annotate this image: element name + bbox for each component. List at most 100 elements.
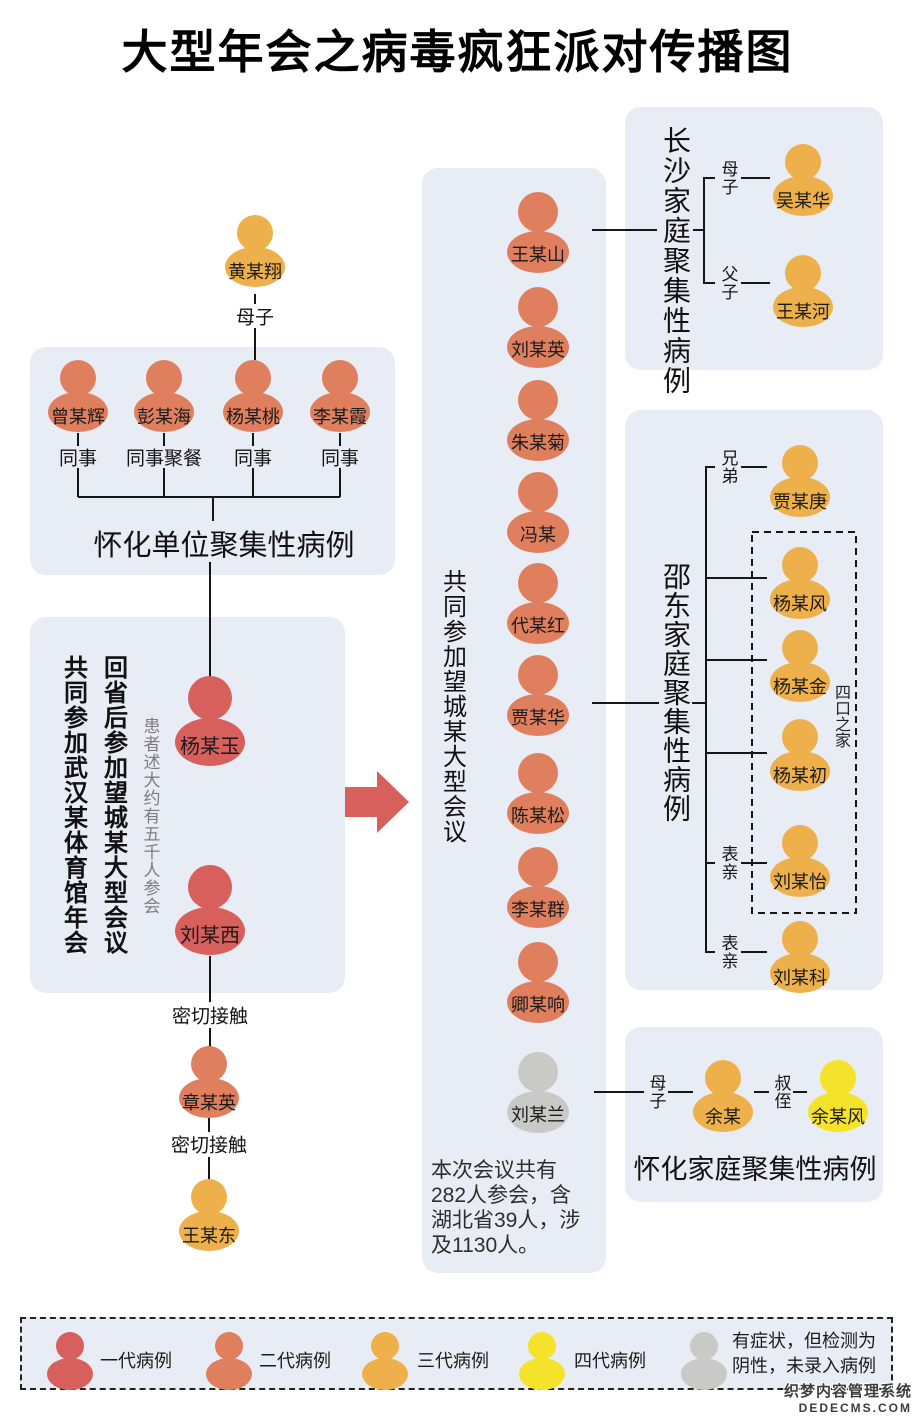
person-torso-icon: [179, 1211, 239, 1251]
person-node: 冯某: [507, 472, 569, 553]
person-head-icon: [60, 360, 96, 396]
person-head-icon: [785, 255, 821, 291]
relation-label: 密切接触: [170, 1135, 248, 1157]
person-torso-icon: [310, 392, 370, 432]
person-head-icon: [518, 563, 558, 603]
page-title: 大型年会之病毒疯狂派对传播图: [121, 26, 794, 78]
relation-label: 密切接触: [171, 1006, 249, 1028]
person-name: 余某风: [811, 1107, 865, 1127]
person-torso-icon: [362, 1358, 408, 1390]
person-torso-icon: [507, 981, 569, 1023]
meeting-attendance-note: 本次会议共有282人参会，含湖北省39人，涉及1130人。: [431, 1159, 581, 1257]
person-head-icon: [785, 144, 821, 180]
person-name: 刘某西: [180, 925, 240, 947]
relation-label: 兄弟: [718, 449, 738, 485]
person-name: 朱某菊: [511, 433, 565, 453]
person-node: 刘某怡: [770, 825, 830, 897]
person-node: 黄某翔: [225, 215, 285, 287]
legend-label-gen1: 一代病例: [100, 1351, 172, 1371]
person-name: 冯某: [520, 525, 556, 545]
person-head-icon: [782, 719, 818, 755]
person-torso-icon: [134, 392, 194, 432]
person-head-icon: [146, 360, 182, 396]
person-name: 刘某怡: [773, 872, 827, 892]
person-node: 王某河: [773, 255, 833, 327]
person-torso-icon: [507, 694, 569, 736]
person-torso-icon: [773, 287, 833, 327]
person-node: 王某山: [507, 192, 569, 273]
person-head-icon: [191, 1179, 227, 1215]
person-node: 代某红: [507, 563, 569, 644]
person-node: 曾某辉: [48, 360, 108, 432]
person-node: 刘某科: [770, 921, 830, 993]
watermark-domain: DEDECMS.COM: [798, 1401, 912, 1415]
person-head-icon: [528, 1332, 556, 1360]
person-node: 李某霞: [310, 360, 370, 432]
person-node: 刘某西: [175, 865, 245, 955]
person-name: 彭某海: [137, 407, 191, 427]
person-torso-icon: [48, 392, 108, 432]
person-name: 王某东: [182, 1226, 236, 1246]
person-node: 贾某华: [507, 655, 569, 736]
person-head-icon: [215, 1332, 243, 1360]
person-head-icon: [518, 942, 558, 982]
person-torso-icon: [179, 1078, 239, 1118]
person-name: 贾某庚: [773, 492, 827, 512]
person-name: 刘某兰: [511, 1105, 565, 1125]
person-node: 刘某英: [507, 287, 569, 368]
person-name: 李某群: [511, 900, 565, 920]
wuhan-meeting-title: 共同参加武汉某体育馆年会: [59, 655, 87, 955]
person-name: 吴某华: [776, 191, 830, 211]
person-torso-icon: [681, 1358, 727, 1390]
legend-panel: 一代病例 二代病例 三代病例 四代病例 有症状，但检测为阴性，未录入病例: [20, 1317, 893, 1390]
person-name: 杨某初: [773, 766, 827, 786]
person-head-icon: [782, 921, 818, 957]
person-head-icon: [518, 287, 558, 327]
relation-label: 同事: [233, 448, 273, 470]
person-node: 杨某初: [770, 719, 830, 791]
person-head-icon: [56, 1332, 84, 1360]
person-head-icon: [188, 865, 232, 909]
legend-label-gen4: 四代病例: [574, 1351, 646, 1371]
person-head-icon: [518, 753, 558, 793]
relation-label: 同事: [320, 448, 360, 470]
person-name: 刘某英: [511, 340, 565, 360]
person-torso-icon: [507, 602, 569, 644]
person-torso-icon: [519, 1358, 565, 1390]
legend-label-gen3: 三代病例: [417, 1351, 489, 1371]
person-torso-icon: [770, 477, 830, 517]
wuhan-attendance-note: 患者述大约有五千人参会: [140, 717, 160, 915]
person-node: 卿某响: [507, 942, 569, 1023]
legend-gen3-person-icon: [362, 1332, 408, 1392]
person-head-icon: [518, 192, 558, 232]
person-torso-icon: [507, 792, 569, 834]
big-arrow-icon: [345, 771, 409, 833]
person-head-icon: [322, 360, 358, 396]
person-node: 杨某风: [770, 547, 830, 619]
person-torso-icon: [507, 326, 569, 368]
huaihua-family-cluster-title: 怀化家庭聚集性病例: [633, 1154, 877, 1185]
shaodong-cluster-title: 邵东家庭聚集性病例: [660, 562, 691, 823]
relation-label: 叔侄: [771, 1074, 791, 1110]
person-node: 彭某海: [134, 360, 194, 432]
person-name: 杨某风: [773, 594, 827, 614]
person-name: 卿某响: [511, 995, 565, 1015]
legend-gen2-person-icon: [206, 1332, 252, 1392]
person-torso-icon: [507, 886, 569, 928]
person-torso-icon: [507, 1091, 569, 1133]
person-name: 杨某金: [773, 677, 827, 697]
person-name: 王某河: [776, 302, 830, 322]
person-torso-icon: [507, 511, 569, 553]
person-head-icon: [188, 676, 232, 720]
person-head-icon: [782, 825, 818, 861]
person-name: 刘某科: [773, 968, 827, 988]
watermark: 织梦内容管理系统 DEDECMS.COM: [784, 1383, 912, 1415]
wangcheng-meeting-title: 共同参加望城某大型会议: [438, 569, 466, 844]
person-torso-icon: [507, 419, 569, 461]
person-head-icon: [690, 1332, 718, 1360]
person-torso-icon: [693, 1092, 753, 1132]
person-node: 贾某庚: [770, 445, 830, 517]
person-head-icon: [518, 655, 558, 695]
person-head-icon: [518, 847, 558, 887]
